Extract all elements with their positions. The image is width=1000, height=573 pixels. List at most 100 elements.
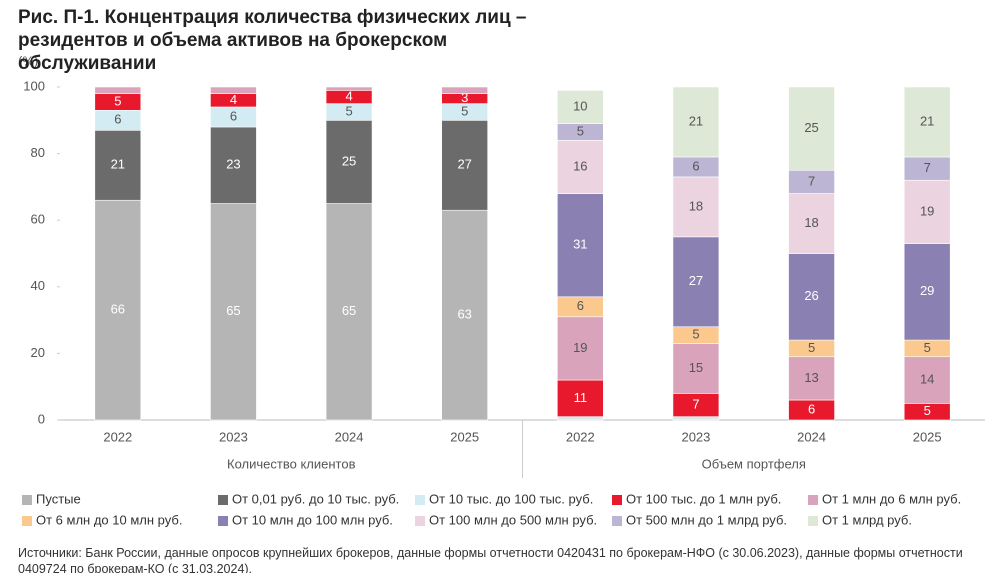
legend-label: От 500 млн до 1 млрд руб. bbox=[626, 512, 787, 527]
bar-segment bbox=[557, 90, 604, 124]
data-label: 7 bbox=[808, 173, 815, 188]
data-label: 7 bbox=[924, 160, 931, 175]
legend-label: От 1 млрд руб. bbox=[822, 512, 912, 527]
data-label: 6 bbox=[808, 401, 815, 416]
data-label: 27 bbox=[689, 273, 703, 288]
legend-label: Пустые bbox=[36, 491, 81, 506]
data-label: 5 bbox=[924, 340, 931, 355]
bar-segment bbox=[903, 86, 951, 158]
x-tick-label: 2022 bbox=[103, 429, 132, 444]
data-label: 6 bbox=[692, 158, 699, 173]
data-label: 3 bbox=[461, 90, 468, 105]
bar-segment bbox=[325, 203, 373, 421]
y-axis-label: (%) bbox=[18, 53, 38, 68]
x-tick-label: 2024 bbox=[797, 429, 826, 444]
legend-swatch bbox=[415, 516, 425, 526]
bar-segment bbox=[903, 179, 951, 244]
chart-title: Рис. П-1. Концентрация количества физиче… bbox=[18, 7, 527, 74]
data-label: 23 bbox=[226, 157, 240, 172]
y-tick-label: 20 bbox=[31, 345, 45, 360]
legend-swatch bbox=[218, 516, 228, 526]
data-label: 25 bbox=[804, 120, 818, 135]
legend-swatch bbox=[612, 495, 622, 505]
bar-segment bbox=[788, 356, 835, 401]
data-label: 18 bbox=[804, 215, 818, 230]
data-label: 5 bbox=[692, 327, 699, 342]
data-label: 27 bbox=[457, 157, 471, 172]
x-tick-label: 2023 bbox=[219, 429, 248, 444]
data-label: 5 bbox=[924, 403, 931, 418]
data-label: 5 bbox=[577, 123, 584, 138]
y-tick-label: 0 bbox=[38, 411, 45, 426]
legend-swatch bbox=[808, 516, 818, 526]
legend-label: От 10 млн до 100 млн руб. bbox=[232, 512, 393, 527]
group-label: Количество клиентов bbox=[227, 456, 356, 471]
bar-segment bbox=[441, 120, 488, 211]
data-label: 13 bbox=[804, 370, 818, 385]
legend-swatch bbox=[22, 516, 32, 526]
data-label: 66 bbox=[111, 302, 125, 317]
data-label: 18 bbox=[689, 198, 703, 213]
data-label: 25 bbox=[342, 153, 356, 168]
data-label: 5 bbox=[808, 340, 815, 355]
legend-label: От 10 тыс. до 100 тыс. руб. bbox=[429, 491, 593, 506]
x-tick-label: 2022 bbox=[566, 429, 595, 444]
data-label: 65 bbox=[226, 303, 240, 318]
bar-segment bbox=[94, 86, 142, 94]
data-label: 26 bbox=[804, 288, 818, 303]
x-tick-label: 2023 bbox=[681, 429, 710, 444]
bar-segment bbox=[325, 86, 373, 91]
bar-segment bbox=[441, 209, 488, 421]
legend-swatch bbox=[22, 495, 32, 505]
bar-segment bbox=[210, 126, 257, 204]
data-label: 14 bbox=[920, 371, 934, 386]
bar-segment bbox=[210, 86, 257, 94]
data-label: 65 bbox=[342, 303, 356, 318]
data-label: 6 bbox=[577, 298, 584, 313]
bar-segment bbox=[788, 86, 835, 171]
data-label: 6 bbox=[230, 108, 237, 123]
source-note: Источники: Банк России, данные опросов к… bbox=[18, 546, 963, 573]
bar-segment bbox=[325, 120, 373, 204]
data-label: 11 bbox=[574, 390, 588, 405]
bar-segment bbox=[672, 176, 720, 238]
bar-segment bbox=[94, 129, 142, 201]
bar-segment bbox=[672, 416, 720, 421]
x-tick-label: 2024 bbox=[335, 429, 364, 444]
legend-swatch bbox=[415, 495, 425, 505]
data-label: 19 bbox=[920, 203, 934, 218]
data-label: 16 bbox=[573, 158, 587, 173]
bar-segment bbox=[788, 253, 835, 341]
data-label: 29 bbox=[920, 283, 934, 298]
bar-segment bbox=[557, 316, 604, 381]
legend-label: От 100 млн до 500 млн руб. bbox=[429, 512, 597, 527]
bar-segment bbox=[903, 243, 951, 341]
bar-segment bbox=[672, 236, 720, 328]
y-tick-label: 100 bbox=[23, 78, 45, 93]
data-label: 10 bbox=[573, 98, 587, 113]
data-label: 21 bbox=[920, 113, 934, 128]
bar-segment bbox=[557, 139, 604, 194]
y-tick-label: 60 bbox=[31, 212, 45, 227]
bar-segment bbox=[210, 203, 257, 421]
group-label: Объем портфеля bbox=[702, 456, 806, 471]
data-label: 4 bbox=[230, 92, 237, 107]
data-label: 7 bbox=[692, 396, 699, 411]
bar-segment bbox=[557, 416, 604, 421]
legend-label: От 1 млн до 6 млн руб. bbox=[822, 491, 961, 506]
x-tick-label: 2025 bbox=[913, 429, 942, 444]
data-label: 4 bbox=[345, 88, 352, 103]
bar-segment bbox=[788, 193, 835, 254]
bar-segment bbox=[903, 356, 951, 404]
bar-segment bbox=[441, 86, 488, 94]
legend-label: От 0,01 руб. до 10 тыс. руб. bbox=[232, 491, 399, 506]
legend-label: От 6 млн до 10 млн руб. bbox=[36, 512, 182, 527]
y-tick-label: 80 bbox=[31, 145, 45, 160]
data-label: 19 bbox=[573, 340, 587, 355]
y-tick-label: 40 bbox=[31, 278, 45, 293]
data-label: 31 bbox=[573, 237, 587, 252]
data-label: 63 bbox=[457, 307, 471, 322]
data-label: 15 bbox=[689, 360, 703, 375]
